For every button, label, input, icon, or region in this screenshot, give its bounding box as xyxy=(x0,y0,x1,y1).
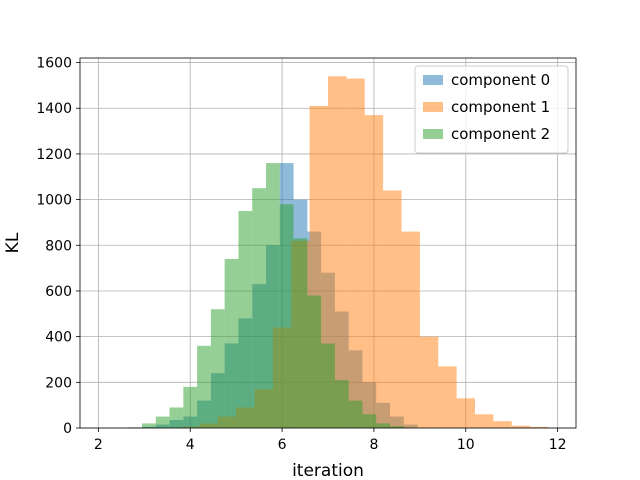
legend-label: component 2 xyxy=(451,125,550,143)
y-tick-label: 1000 xyxy=(36,193,72,209)
histogram-bar xyxy=(438,366,457,428)
histogram-bar xyxy=(169,407,184,428)
x-axis-label: iteration xyxy=(292,461,364,480)
y-axis-ticks: 0 200 400 600 800 1000 1200 1400 1600 xyxy=(36,56,80,437)
legend: component 0 component 1 component 2 xyxy=(414,65,569,154)
histogram-bar xyxy=(252,188,266,428)
x-tick-label: 6 xyxy=(278,437,287,453)
histogram-bar xyxy=(376,423,390,428)
histogram-bar xyxy=(328,76,347,428)
x-tick-label: 12 xyxy=(549,437,567,453)
x-tick-label: 4 xyxy=(186,437,195,453)
histogram-bar xyxy=(183,386,198,428)
histogram-bar xyxy=(210,309,225,428)
histogram-bar xyxy=(321,343,335,428)
y-tick-label: 1200 xyxy=(36,147,72,163)
histogram-bar xyxy=(279,204,294,428)
histogram-bar xyxy=(348,400,363,428)
legend-swatch xyxy=(423,129,443,139)
histogram-bar xyxy=(293,238,308,428)
legend-swatch xyxy=(423,75,443,85)
y-tick-label: 1600 xyxy=(36,56,72,72)
histogram-bar xyxy=(530,426,549,428)
histogram-bar xyxy=(307,295,322,428)
y-axis-label: KL xyxy=(3,232,23,253)
histogram-bar xyxy=(142,423,156,428)
histogram-bar xyxy=(238,211,253,428)
series-2-bars xyxy=(128,163,404,429)
histogram-bar xyxy=(383,190,402,428)
x-tick-label: 2 xyxy=(94,437,103,453)
histogram-bar xyxy=(197,345,211,428)
axes-frame xyxy=(79,57,577,429)
y-tick-label: 600 xyxy=(45,284,72,300)
histogram-bar xyxy=(364,115,384,429)
histogram-bar xyxy=(362,414,377,428)
histogram-bar xyxy=(511,425,531,428)
y-tick-label: 400 xyxy=(45,330,72,346)
histogram-bar xyxy=(334,380,349,428)
y-tick-label: 0 xyxy=(63,421,72,437)
y-tick-label: 200 xyxy=(45,375,72,391)
y-tick-label: 800 xyxy=(45,238,72,254)
x-axis-ticks: 2 4 6 8 10 12 xyxy=(94,428,567,453)
histogram-bar xyxy=(266,163,280,429)
legend-label: component 1 xyxy=(451,98,550,116)
histogram-bar xyxy=(155,416,170,428)
histogram-bar xyxy=(419,336,439,428)
x-tick-label: 10 xyxy=(457,437,475,453)
histogram-bar xyxy=(456,398,475,428)
histogram-bars xyxy=(128,76,549,429)
legend-swatch xyxy=(423,102,443,112)
y-tick-label: 1400 xyxy=(36,101,72,117)
histogram-bar xyxy=(493,421,512,428)
legend-label: component 0 xyxy=(451,71,550,89)
histogram-bar xyxy=(390,426,404,428)
x-tick-label: 8 xyxy=(369,437,378,453)
legend-box xyxy=(414,65,569,154)
histogram-bar xyxy=(346,78,365,429)
plot-area: 2 4 6 8 10 12 0 200 400 600 800 1000 1200 1400 1600 xyxy=(36,56,577,453)
histogram-bar xyxy=(401,231,420,428)
histogram-bar xyxy=(474,414,494,428)
histogram-bar xyxy=(224,258,239,428)
